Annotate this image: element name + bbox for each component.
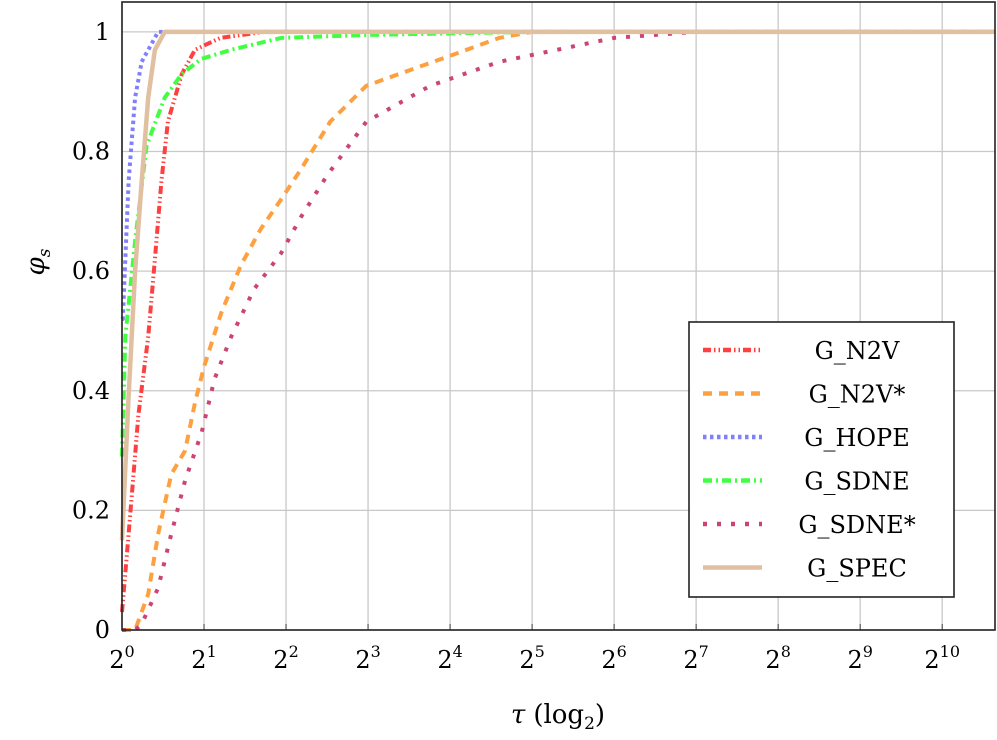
legend-label: G_SDNE* [798, 511, 915, 539]
y-tick-label: 0.4 [72, 377, 110, 405]
x-tick-label: 21 [191, 642, 216, 674]
x-tick-label: 23 [355, 642, 380, 674]
legend-label: G_SPEC [807, 555, 907, 583]
y-tick-label: 1 [95, 18, 110, 46]
y-axis-label: φs [21, 248, 55, 275]
legend-label: G_HOPE [804, 424, 909, 452]
x-tick-label: 29 [847, 642, 872, 674]
x-tick-label: 24 [437, 642, 462, 674]
x-tick-label: 22 [273, 642, 298, 674]
x-tick-label: 27 [683, 642, 708, 674]
series-line-g-hope [120, 29, 995, 321]
legend-label: G_N2V [815, 337, 900, 365]
series-line-g-n2v [120, 29, 995, 613]
series-line-g-spec [119, 29, 995, 541]
x-tick-labels: 20 21 22 23 24 25 26 27 28 29 210 [109, 642, 960, 674]
y-tick-label: 0.2 [72, 496, 110, 524]
x-tick-label: 210 [924, 642, 960, 674]
series-line-g-sdne [120, 29, 995, 457]
y-tick-label: 0.8 [72, 138, 110, 166]
plot-frame [121, 1, 996, 631]
y-tick-label: 0.6 [72, 257, 110, 285]
y-tick-label: 0 [95, 616, 110, 644]
x-tick-label: 25 [519, 642, 544, 674]
x-tick-label: 28 [765, 642, 790, 674]
legend-label: G_N2V* [809, 381, 906, 409]
legend-label: G_SDNE [804, 468, 909, 496]
x-tick-label: 26 [601, 642, 626, 674]
legend-box [688, 321, 955, 598]
x-tick-label: 20 [109, 642, 134, 674]
legend: G_N2V G_N2V* G_HOPE G_SDNE G_SDNE* G_SPEC [688, 321, 955, 598]
x-axis-label: τ (log2) [511, 700, 605, 734]
y-tick-labels: 0 0.2 0.4 0.6 0.8 1 [72, 18, 110, 644]
